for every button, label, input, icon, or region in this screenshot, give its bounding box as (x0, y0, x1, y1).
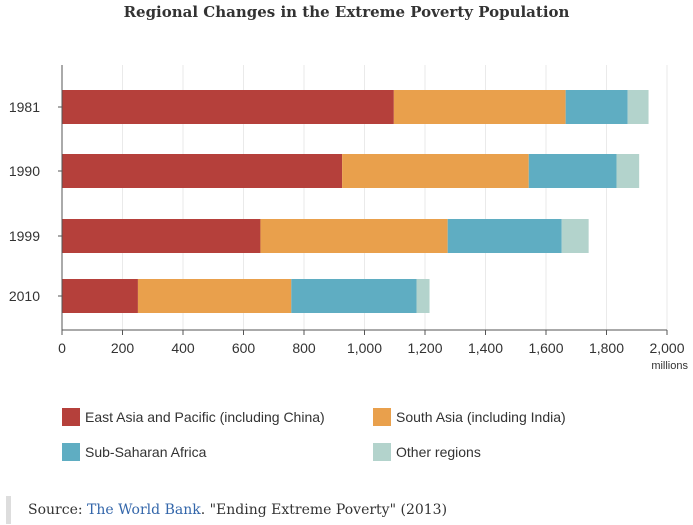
legend-item-sub-saharan-africa: Sub-Saharan Africa (62, 443, 206, 461)
x-axis-label: millions (651, 360, 688, 372)
x-tick-label-1000: 1,000 (347, 340, 382, 356)
bar-east-asia-and-pacific-including-china-1990 (62, 154, 343, 188)
bar-other-regions-1999 (561, 219, 589, 253)
bar-south-asia-including-india-1981 (393, 90, 566, 124)
x-tick-label-0: 0 (58, 340, 66, 356)
legend-item-south-asia: South Asia (including India) (373, 408, 566, 426)
bar-sub-saharan-africa-1990 (528, 154, 617, 188)
axes: 1981 1990 1999 2010 0 200 400 600 800 1,000 1,200 1… (9, 65, 685, 356)
stacked-bar-chart: 1981 1990 1999 2010 0 200 400 600 800 1,000 1,200 1… (9, 65, 688, 372)
source-suffix: . "Ending Extreme Poverty" (2013) (200, 502, 448, 518)
x-tick-label-200: 200 (111, 340, 135, 356)
bar-other-regions-1981 (627, 90, 649, 124)
bar-east-asia-and-pacific-including-china-1999 (62, 219, 261, 253)
legend-label-east-asia: East Asia and Pacific (including China) (85, 409, 325, 425)
legend-label-south-asia: South Asia (including India) (396, 409, 566, 425)
legend-swatch-south-asia (373, 408, 391, 426)
y-tick-label-2010: 2010 (9, 288, 40, 304)
x-tick-label-800: 800 (292, 340, 316, 356)
y-tick-label-1999: 1999 (9, 228, 40, 244)
bar-sub-saharan-africa-2010 (291, 279, 417, 313)
legend: East Asia and Pacific (including China) … (62, 405, 662, 475)
bar-other-regions-2010 (416, 279, 430, 313)
x-tick-label-1200: 1,200 (407, 340, 442, 356)
bar-south-asia-including-india-2010 (137, 279, 292, 313)
x-tick-label-1800: 1,800 (589, 340, 624, 356)
legend-swatch-east-asia (62, 408, 80, 426)
y-tick-label-1981: 1981 (9, 99, 40, 115)
bars (62, 90, 649, 313)
x-tick-label-600: 600 (232, 340, 256, 356)
x-tick-label-1400: 1,400 (468, 340, 503, 356)
legend-swatch-sub-saharan-africa (62, 443, 80, 461)
chart-title: Regional Changes in the Extreme Poverty … (123, 3, 570, 21)
source-prefix: Source: (28, 502, 83, 518)
bar-east-asia-and-pacific-including-china-2010 (62, 279, 138, 313)
source-link[interactable]: The World Bank (87, 502, 201, 518)
bar-sub-saharan-africa-1981 (565, 90, 628, 124)
x-tick-label-1600: 1,600 (528, 340, 563, 356)
x-tick-label-400: 400 (171, 340, 195, 356)
legend-label-other-regions: Other regions (396, 444, 481, 460)
bar-other-regions-1990 (616, 154, 640, 188)
bar-sub-saharan-africa-1999 (447, 219, 562, 253)
legend-swatch-other-regions (373, 443, 391, 461)
y-tick-label-1990: 1990 (9, 163, 40, 179)
source-citation: Source: The World Bank. "Ending Extreme … (6, 496, 447, 524)
bar-south-asia-including-india-1990 (342, 154, 529, 188)
legend-item-other-regions: Other regions (373, 443, 481, 461)
legend-item-east-asia: East Asia and Pacific (including China) (62, 408, 325, 426)
legend-label-sub-saharan-africa: Sub-Saharan Africa (85, 444, 207, 460)
bar-east-asia-and-pacific-including-china-1981 (62, 90, 394, 124)
x-tick-label-2000: 2,000 (649, 340, 684, 356)
bar-south-asia-including-india-1999 (260, 219, 448, 253)
